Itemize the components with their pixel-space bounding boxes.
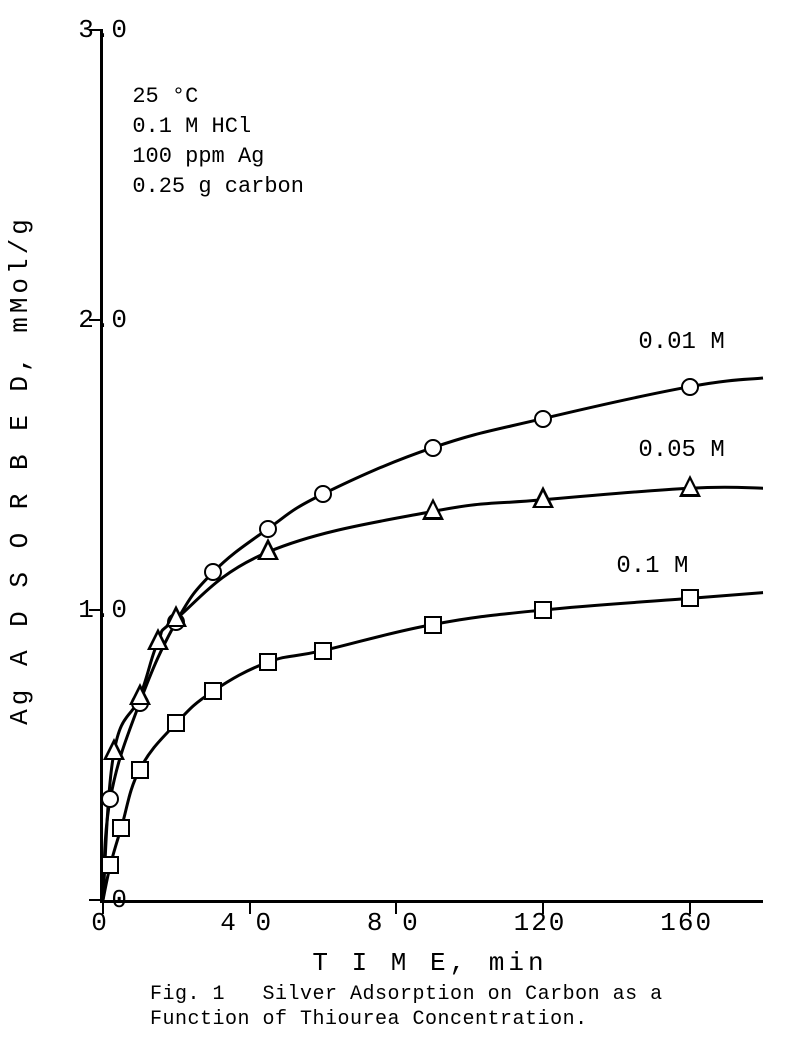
square-marker <box>314 642 332 660</box>
square-marker <box>204 682 222 700</box>
triangle-marker-fill <box>169 611 183 625</box>
circle-marker <box>101 790 119 808</box>
square-marker <box>112 819 130 837</box>
y-tick-label: 2.0 <box>78 305 128 335</box>
y-axis-label: Ag A D S O R B E D, mMol/g <box>5 215 35 725</box>
conditions-line: 0.25 g carbon <box>132 172 304 202</box>
circle-marker <box>534 410 552 428</box>
triangle-marker-fill <box>151 634 165 648</box>
conditions-line: 0.1 M HCl <box>132 112 251 142</box>
x-tick-label: 0 <box>91 908 109 938</box>
y-tick-label: 3.0 <box>78 15 128 45</box>
caption-prefix: Fig. 1 <box>150 983 225 1006</box>
square-marker <box>534 601 552 619</box>
circle-marker <box>681 378 699 396</box>
circle-marker <box>259 520 277 538</box>
triangle-marker-fill <box>683 480 697 494</box>
x-tick-label: 120 <box>514 908 567 938</box>
x-tick-label: 160 <box>660 908 713 938</box>
series-curve <box>103 593 763 900</box>
square-marker <box>424 616 442 634</box>
plot-area: 25 °C0.1 M HCl100 ppm Ag0.25 g carbon 0.0… <box>100 30 763 903</box>
caption-text: Silver Adsorption on Carbon as a Functio… <box>150 983 663 1031</box>
conditions-line: 100 ppm Ag <box>132 142 264 172</box>
x-tick-label: 8 0 <box>367 908 420 938</box>
y-tick-label: 1.0 <box>78 595 128 625</box>
series-label: 0.01 M <box>638 329 724 356</box>
y-tick-label: 0 <box>111 885 128 915</box>
circle-marker <box>314 485 332 503</box>
circle-marker <box>424 439 442 457</box>
triangle-marker-fill <box>536 492 550 506</box>
figure-page: Ag A D S O R B E D, mMol/g 25 °C0.1 M HC… <box>0 0 800 1037</box>
square-marker <box>259 653 277 671</box>
triangle-marker-fill <box>426 503 440 517</box>
series-label: 0.1 M <box>616 553 688 580</box>
square-marker <box>101 856 119 874</box>
series-label: 0.05 M <box>638 437 724 464</box>
triangle-marker-fill <box>261 544 275 558</box>
x-axis-label: T I M E, min <box>312 948 547 978</box>
square-marker <box>131 761 149 779</box>
figure-caption: Fig. 1 Silver Adsorption on Carbon as a … <box>150 982 770 1032</box>
square-marker <box>167 714 185 732</box>
x-tick-label: 4 0 <box>220 908 273 938</box>
series-curve <box>103 487 763 900</box>
square-marker <box>681 589 699 607</box>
triangle-marker-fill <box>107 744 121 758</box>
triangle-marker-fill <box>133 689 147 703</box>
y-tick <box>89 899 103 901</box>
conditions-line: 25 °C <box>132 82 198 112</box>
